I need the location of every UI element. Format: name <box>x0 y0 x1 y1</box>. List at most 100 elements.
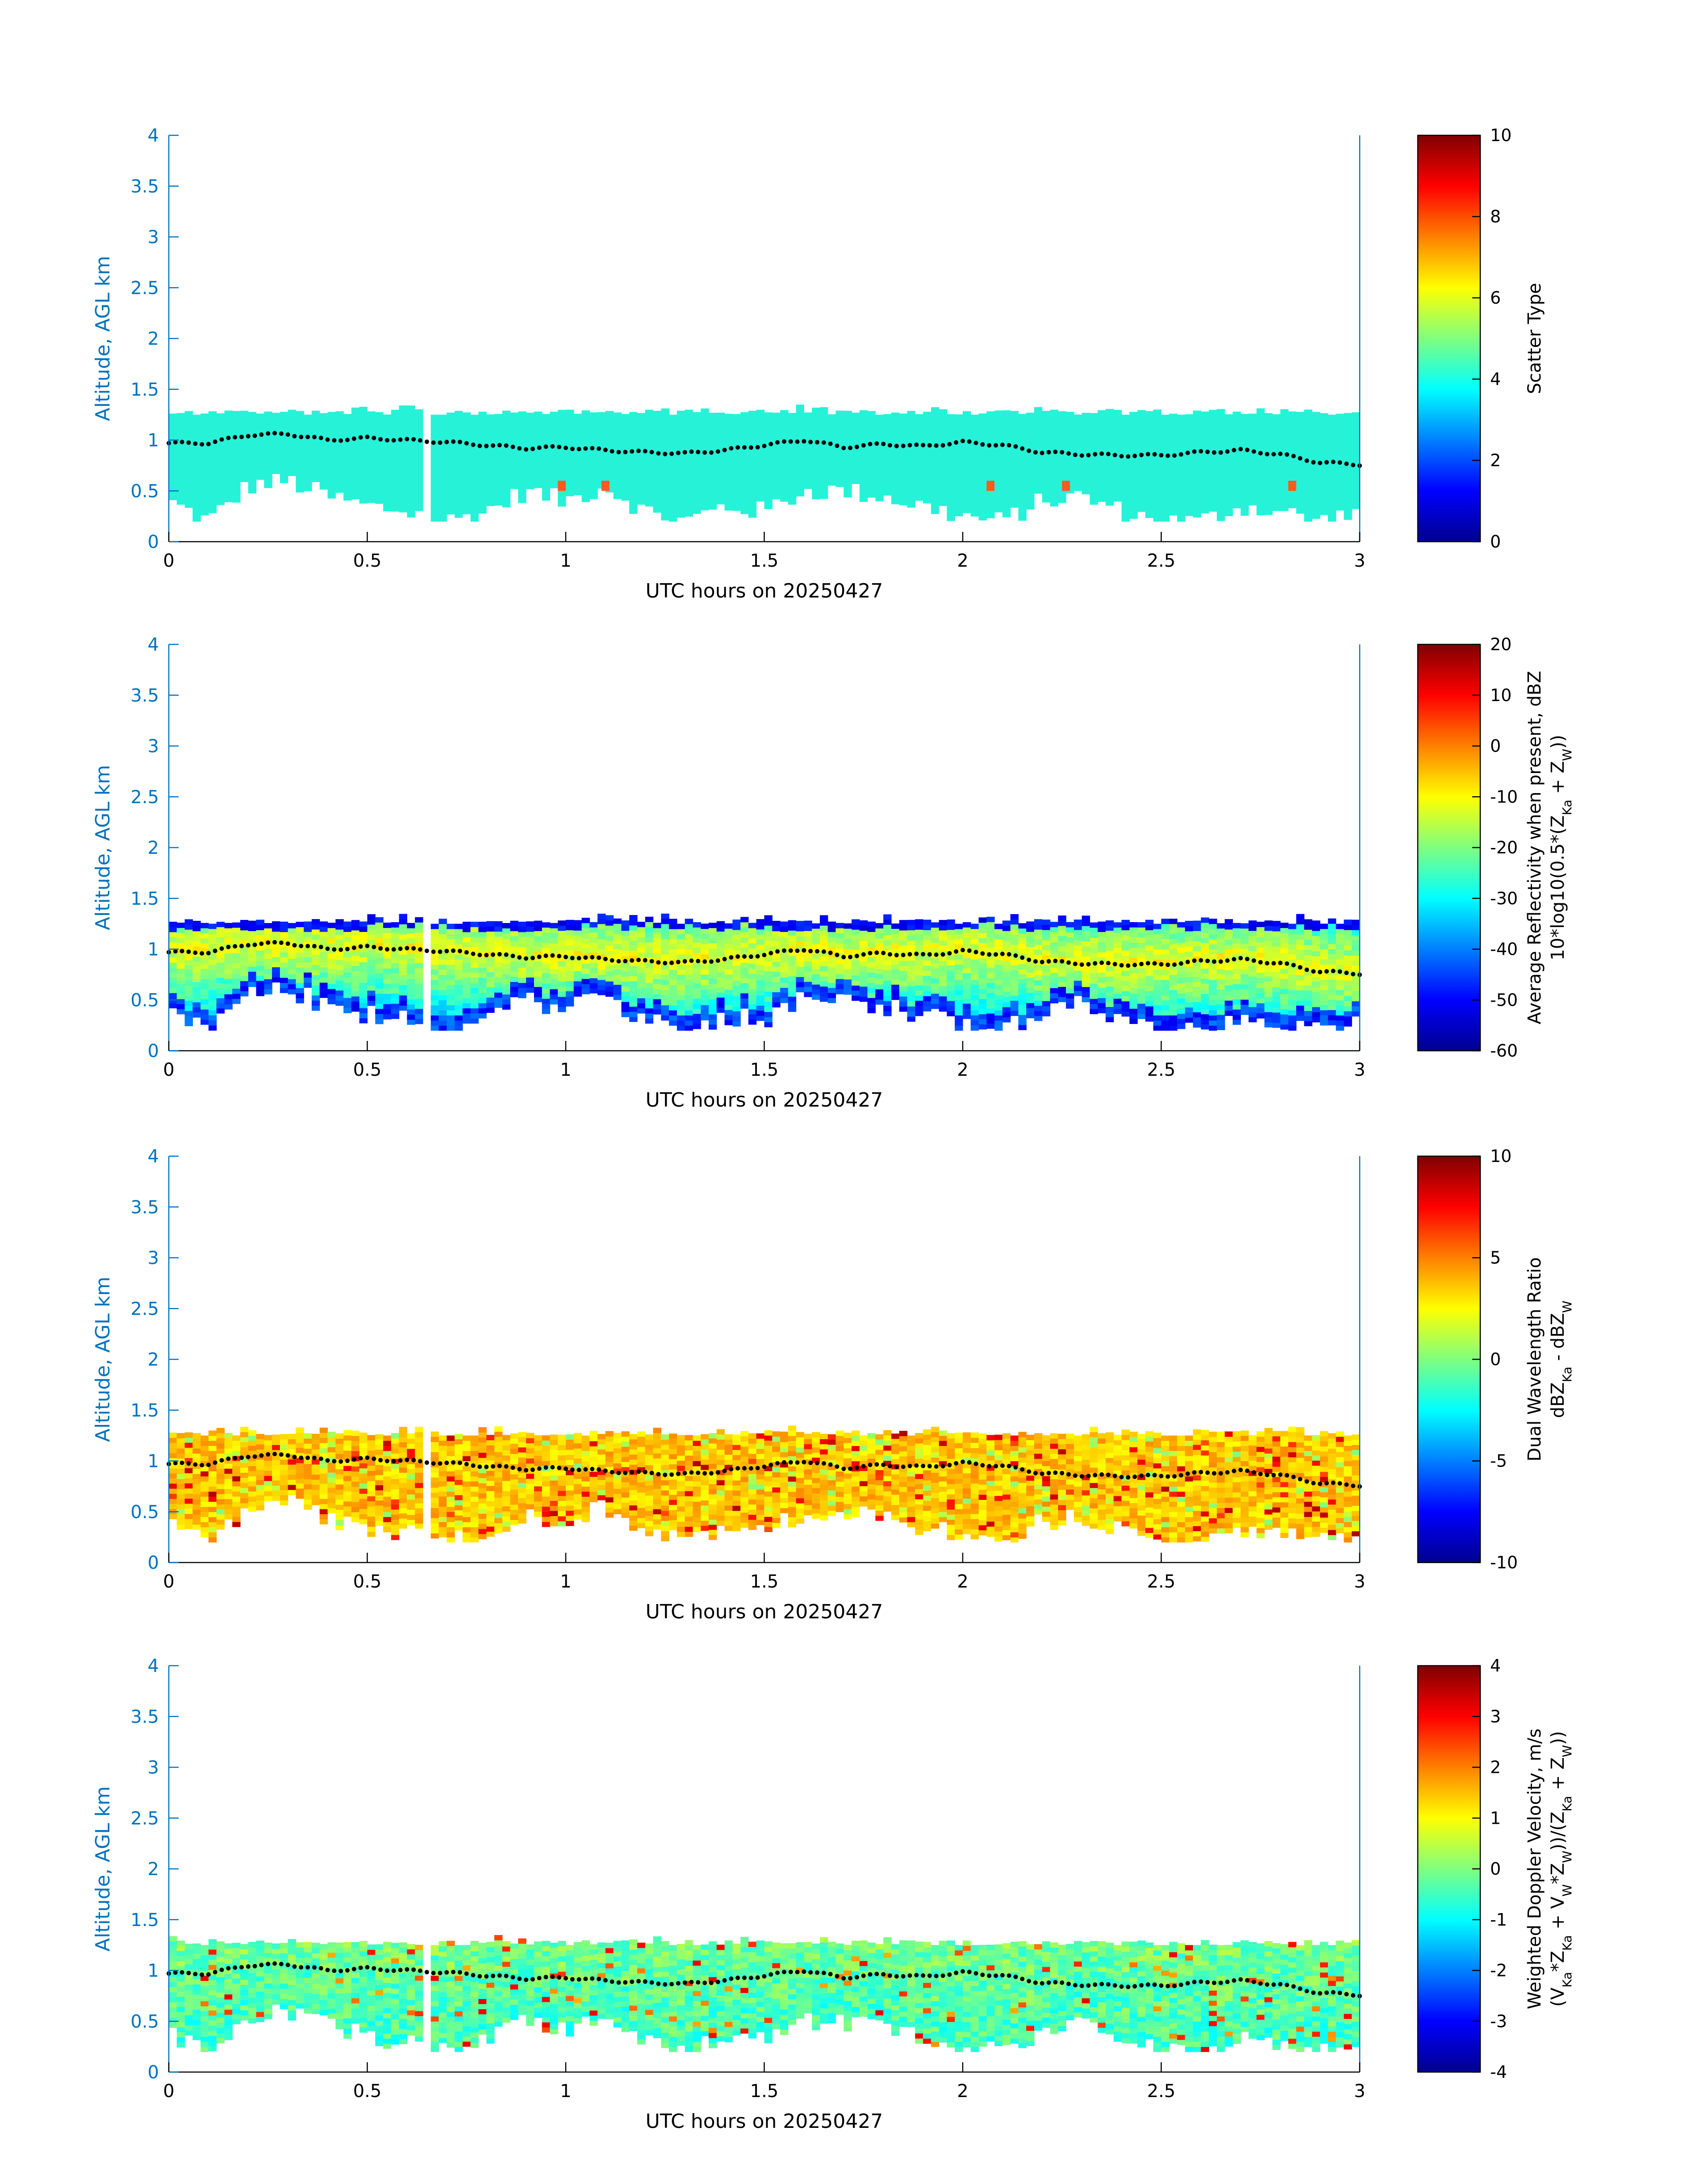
heatmap-cell <box>844 949 852 954</box>
heatmap-cell <box>661 994 669 1000</box>
cloud-base-point <box>226 435 231 440</box>
heatmap-cell <box>343 475 352 481</box>
heatmap-cell <box>176 968 185 974</box>
heatmap-cell <box>1010 975 1019 981</box>
heatmap-cell <box>502 933 511 939</box>
heatmap-cell <box>629 483 638 489</box>
heatmap-cell <box>732 970 741 976</box>
heatmap-cell <box>748 497 757 503</box>
heatmap-cell <box>637 464 646 469</box>
heatmap-cell <box>685 985 693 990</box>
heatmap-cell <box>1344 438 1352 444</box>
heatmap-cell <box>184 1015 193 1021</box>
heatmap-cell <box>1161 420 1169 425</box>
heatmap-cell <box>1002 451 1011 456</box>
cloud-base-point <box>610 449 614 454</box>
heatmap-cell <box>407 497 415 502</box>
heatmap-cell <box>645 952 654 958</box>
heatmap-cell <box>232 487 241 493</box>
heatmap-cell <box>827 927 836 932</box>
heatmap-cell <box>764 493 773 499</box>
heatmap-cell <box>796 471 804 476</box>
heatmap-cell <box>621 991 630 997</box>
heatmap-cell <box>883 965 892 971</box>
heatmap-cell <box>923 960 931 966</box>
heatmap-cell <box>208 1015 217 1021</box>
heatmap-cell <box>1344 468 1352 474</box>
heatmap-cell <box>748 451 757 457</box>
heatmap-cell <box>1280 460 1289 466</box>
heatmap-cell <box>343 982 352 988</box>
heatmap-cell <box>653 472 661 477</box>
heatmap-cell <box>867 967 876 973</box>
heatmap-cell <box>621 464 630 470</box>
heatmap-cell <box>820 453 828 459</box>
heatmap-cell <box>701 969 709 975</box>
heatmap-cell <box>621 414 630 420</box>
heatmap-cell <box>304 425 312 430</box>
heatmap-cell <box>955 465 963 471</box>
heatmap-cell <box>891 969 900 975</box>
heatmap-cell <box>629 457 638 463</box>
heatmap-cell <box>1328 440 1336 446</box>
heatmap-cell <box>732 1016 741 1022</box>
heatmap-cell <box>1280 506 1289 511</box>
heatmap-cell <box>399 969 407 975</box>
heatmap-cell <box>573 920 582 926</box>
cloud-base-point <box>682 450 687 455</box>
heatmap-cell <box>875 455 884 461</box>
heatmap-cell <box>1320 474 1328 480</box>
heatmap-cell <box>1344 443 1352 449</box>
heatmap-cell <box>1042 1011 1051 1016</box>
cloud-base-point <box>1212 450 1216 455</box>
heatmap-cell <box>430 1020 439 1026</box>
heatmap-cell <box>232 978 241 984</box>
heatmap-cell <box>184 965 193 970</box>
cloud-base-point <box>1066 451 1071 456</box>
heatmap-cell <box>883 419 892 425</box>
heatmap-cell <box>375 412 384 418</box>
heatmap-cell <box>375 973 384 978</box>
heatmap-cell <box>1288 497 1297 503</box>
heatmap-cell <box>1153 425 1162 430</box>
heatmap-cell <box>613 918 622 924</box>
heatmap-cell <box>1304 476 1312 481</box>
heatmap-cell <box>931 927 940 933</box>
heatmap-cell <box>645 942 654 948</box>
heatmap-cell <box>1272 424 1281 430</box>
heatmap-cell <box>455 497 463 503</box>
heatmap-cell <box>701 408 709 414</box>
heatmap-cell <box>438 425 447 430</box>
heatmap-cell <box>351 996 360 1002</box>
heatmap-cell <box>669 425 677 430</box>
heatmap-cell <box>986 411 995 417</box>
heatmap-cell <box>1201 417 1209 422</box>
heatmap-cell <box>661 934 669 940</box>
heatmap-cell <box>693 422 701 428</box>
heatmap-cell <box>637 1008 646 1014</box>
heatmap-cell <box>653 431 661 437</box>
heatmap-cell <box>867 467 876 472</box>
heatmap-cell <box>740 503 749 509</box>
heatmap-cell <box>550 984 558 990</box>
heatmap-cell <box>200 1019 209 1025</box>
heatmap-cell <box>653 923 661 928</box>
heatmap-cell <box>502 472 511 477</box>
heatmap-cell <box>1224 429 1233 435</box>
heatmap-cell <box>939 460 948 466</box>
heatmap-cell <box>629 981 638 986</box>
heatmap-cell <box>573 935 582 941</box>
heatmap-cell <box>931 1003 940 1009</box>
cloud-base-point <box>630 449 635 454</box>
heatmap-cell <box>1129 483 1138 489</box>
heatmap-cell <box>1209 501 1217 507</box>
heatmap-cell <box>1201 426 1209 432</box>
heatmap-cell <box>899 418 908 424</box>
heatmap-cell <box>907 416 915 422</box>
heatmap-cell <box>1090 428 1098 434</box>
heatmap-cell <box>383 1004 392 1009</box>
heatmap-cell <box>724 974 733 980</box>
heatmap-cell <box>867 927 876 932</box>
heatmap-cell <box>1073 440 1082 446</box>
heatmap-cell <box>748 492 757 497</box>
